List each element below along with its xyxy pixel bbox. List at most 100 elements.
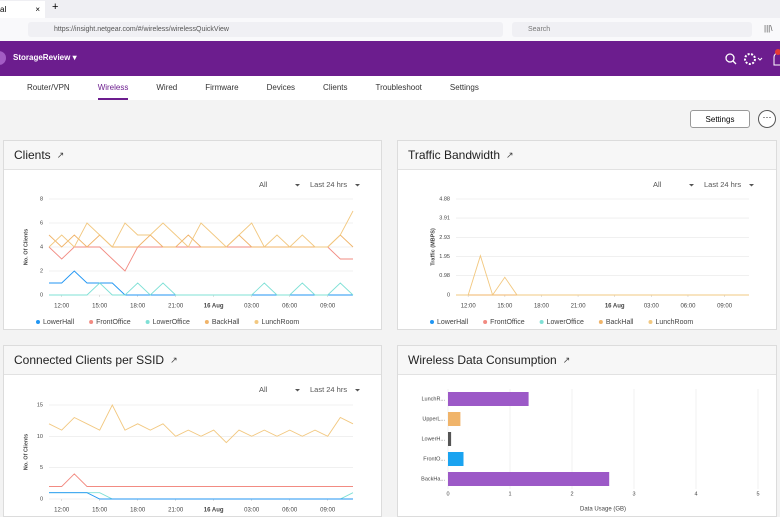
card-header: Traffic Bandwidth ↗ (398, 141, 776, 170)
x-tick-label: 15:00 (92, 304, 108, 310)
x-tick-label: 06:00 (282, 304, 298, 310)
settings-button[interactable]: Settings (690, 110, 750, 128)
filter-dropdown[interactable]: All (259, 385, 268, 394)
external-link-icon[interactable]: ↗ (562, 354, 571, 365)
bell-badge (775, 49, 780, 55)
bar (448, 392, 529, 406)
period-caret (749, 184, 754, 187)
legend-label: FrontOffice (490, 319, 525, 326)
tab-bar: al × + (0, 0, 780, 18)
gear-caret (757, 57, 763, 61)
gear-icon[interactable] (744, 53, 756, 65)
legend-swatch (36, 320, 40, 324)
y-tick-label: 8 (40, 196, 43, 202)
chart: All Last 24 hrs 0 0.98 1.95 2.93 3.91 4.88 12:00… (430, 180, 754, 326)
x-tick-label: 12:00 (461, 304, 477, 310)
series-line (456, 254, 749, 297)
y-tick-label: 4 (40, 244, 43, 250)
x-tick-label: 12:00 (54, 304, 70, 310)
legend-label: BackHall (212, 319, 240, 326)
x-tick-label: 15:00 (497, 304, 513, 310)
legend-swatch (89, 320, 94, 324)
org-text: StorageReview (13, 53, 71, 62)
bar (448, 412, 461, 426)
app-header: StorageReview ▾ (0, 41, 780, 76)
filter-dropdown[interactable]: All (653, 180, 662, 189)
header-icons (725, 49, 780, 66)
series-line (48, 210, 354, 248)
legend-label: LowerOffice (547, 319, 584, 326)
card: Connected Clients per SSID ↗ All Last 24 hr… (3, 345, 382, 517)
y-tick-label: 3.91 (439, 216, 450, 222)
x-tick-label: 06:00 (680, 304, 696, 310)
nav-item[interactable]: Devices (266, 83, 296, 92)
logo (0, 51, 6, 65)
bar (448, 452, 464, 466)
org-name[interactable]: StorageReview ▾ (13, 53, 77, 62)
external-link-icon[interactable]: ↗ (170, 354, 178, 365)
legend-swatch (483, 320, 488, 324)
url-field[interactable]: https://insight.netgear.com/#/wireless/w… (28, 22, 503, 37)
tab[interactable]: al × (0, 1, 45, 18)
period-dropdown[interactable]: Last 24 hrs (310, 180, 347, 189)
legend-swatch (430, 320, 434, 324)
tab-title: al (0, 5, 7, 14)
nav-bar (0, 76, 780, 100)
period-caret (355, 184, 360, 187)
legend-label: LunchRoom (261, 319, 299, 326)
card-title: Traffic Bandwidth (408, 148, 501, 162)
x-tick-label: 03:00 (244, 304, 260, 310)
nav-item[interactable]: Wired (156, 83, 178, 92)
y-tick-label: 5 (40, 465, 43, 471)
filter-dropdown[interactable]: All (259, 180, 268, 189)
y-tick-label: 0 (40, 292, 43, 298)
nav-item[interactable]: Wireless (97, 76, 129, 100)
card-title: Connected Clients per SSID (14, 353, 165, 367)
card-header: Clients ↗ (4, 141, 381, 170)
card-title: Wireless Data Consumption (408, 353, 557, 367)
x-tick-label: 03:00 (244, 508, 260, 514)
x-tick-label: 16 Aug (204, 304, 224, 310)
period-dropdown[interactable]: Last 24 hrs (310, 385, 347, 394)
series-line (49, 270, 353, 296)
nav-item[interactable]: Firmware (205, 83, 239, 92)
legend-swatch (648, 320, 653, 324)
filter-caret (295, 184, 300, 187)
filter-caret (689, 184, 694, 187)
y-tick-label: 0 (40, 496, 43, 502)
y-tick-label: 6 (40, 220, 43, 226)
search-icon-handle (732, 60, 737, 65)
chart: 0 1 2 3 4 5 Data Usage (GB) LunchR... UpperL... L… (421, 389, 760, 513)
legend-label: LowerOffice (153, 319, 190, 326)
nav-item[interactable]: Troubleshoot (375, 83, 422, 92)
y-tick-label: 0.98 (439, 273, 450, 279)
y-tick-label: 0 (447, 292, 450, 298)
card: Traffic Bandwidth ↗ All Last 24 hrs 0 0.98 1.9… (397, 140, 777, 330)
legend-label: LunchRoom (655, 319, 693, 326)
period-dropdown[interactable]: Last 24 hrs (704, 180, 741, 189)
x-tick-label: 18:00 (534, 304, 550, 310)
tab-close[interactable]: × (35, 5, 40, 14)
new-tab[interactable]: + (52, 1, 59, 13)
category-label: BackHa... (421, 476, 445, 482)
library-icon[interactable]: |||\ (764, 24, 773, 33)
search-field[interactable]: Search (512, 22, 752, 37)
x-tick-label: 16 Aug (605, 304, 625, 310)
chart: All Last 24 hrs 0 5 10 15 12:00 15:00 18:00 21:00… (23, 385, 360, 514)
nav-item[interactable]: Settings (449, 83, 479, 92)
x-tick-label: 1 (508, 491, 511, 497)
x-tick-label: 3 (632, 491, 635, 497)
more-button[interactable]: ··· (758, 110, 776, 128)
category-label: LunchR... (421, 396, 445, 402)
x-tick-label: 12:00 (54, 508, 70, 514)
external-link-icon[interactable]: ↗ (56, 149, 65, 160)
nav-item[interactable]: Clients (323, 83, 348, 92)
search-placeholder: Search (528, 26, 551, 33)
x-tick-label: 15:00 (92, 508, 108, 514)
nav-item[interactable]: Router/VPN (27, 83, 70, 92)
search-icon[interactable] (725, 53, 735, 63)
legend-swatch (539, 320, 544, 324)
nav: Router/VPN Wireless Wired Firmware Devices Cl… (27, 76, 479, 100)
x-tick-label: 03:00 (644, 304, 660, 310)
external-link-icon[interactable]: ↗ (506, 149, 514, 160)
